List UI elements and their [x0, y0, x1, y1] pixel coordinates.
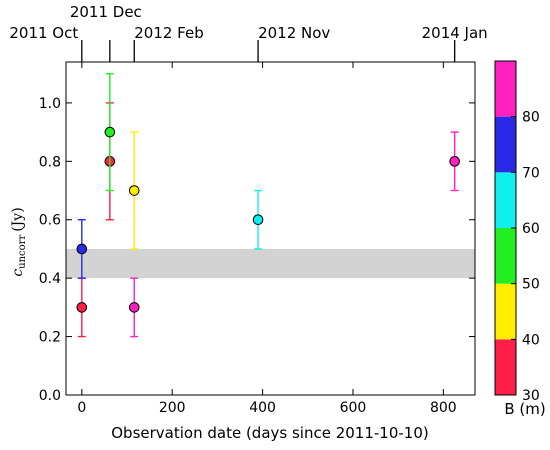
data-point-group: [128, 277, 140, 338]
x-tick-label: 200: [159, 400, 186, 416]
y-axis-label-symbol: c: [10, 269, 26, 277]
svg-text:cuncorr(Jy): cuncorr (Jy): [10, 207, 28, 276]
colorbar-tick-label: 60: [522, 221, 540, 237]
colorbar-segment: [495, 283, 516, 340]
y-tick-label: 0.6: [39, 213, 61, 229]
data-point-group: [449, 131, 460, 192]
colorbar-segment: [495, 116, 516, 173]
colorbar-segment: [495, 228, 516, 284]
data-point: [76, 243, 88, 255]
colorbar-tick-label: 80: [522, 110, 540, 126]
data-point-group: [76, 219, 88, 279]
x-axis-label: Observation date (days since 2011-10-10): [111, 424, 428, 442]
axes-layer: 0 200 400 600 800 0.0 0.2 0.4 0.6 0.8 1.0 2011 Oct 2…: [9, 3, 487, 416]
x-tick-label: 600: [340, 400, 367, 416]
top-axis-label: 2014 Jan: [422, 24, 488, 42]
data-point-group: [104, 72, 116, 192]
colorbar-tick-label: 40: [522, 332, 540, 348]
y-tick-label: 0.4: [39, 271, 61, 287]
colorbar: 30 40 50 60 70 80: [494, 60, 540, 404]
data-point: [449, 156, 460, 167]
x-tick-label: 0: [77, 400, 86, 416]
x-tick-label: 800: [430, 400, 457, 416]
y-tick-label: 0.0: [39, 388, 61, 404]
data-point: [128, 185, 140, 196]
x-tick-label: 400: [249, 400, 276, 416]
y-tick-label: 1.0: [39, 96, 61, 112]
y-axis-label-subscript: uncorr: [17, 235, 28, 269]
data-point: [128, 302, 140, 313]
y-tick-label: 0.8: [39, 154, 61, 170]
plot-frame: [65, 61, 476, 396]
colorbar-tick-label: 30: [522, 388, 540, 404]
data-point: [252, 214, 264, 226]
y-axis-label: cuncorr (Jy): [10, 207, 28, 276]
shaded-band-layer: [66, 248, 475, 279]
data-point-group: [252, 189, 264, 250]
data-point: [76, 302, 88, 313]
top-axis-label: 2012 Feb: [134, 24, 204, 42]
top-axis-label: 2012 Nov: [258, 24, 330, 42]
top-axis-label: 2011 Dec: [70, 3, 142, 21]
data-point-group: [128, 131, 140, 250]
colorbar-label: B (m): [504, 400, 545, 418]
y-axis-label-unit: (Jy): [10, 207, 26, 231]
data-point: [104, 126, 116, 138]
data-points-layer: [76, 72, 460, 338]
top-axis-label: 2011 Oct: [9, 24, 78, 42]
data-point-group: [76, 277, 88, 338]
colorbar-segment: [495, 172, 516, 228]
colorbar-segment: [495, 339, 516, 395]
shaded-band: [66, 248, 475, 279]
colorbar-tick-label: 70: [522, 165, 540, 181]
colorbar-segment: [495, 61, 516, 117]
colorbar-tick-label: 50: [522, 277, 540, 293]
y-tick-label: 0.2: [39, 330, 61, 346]
